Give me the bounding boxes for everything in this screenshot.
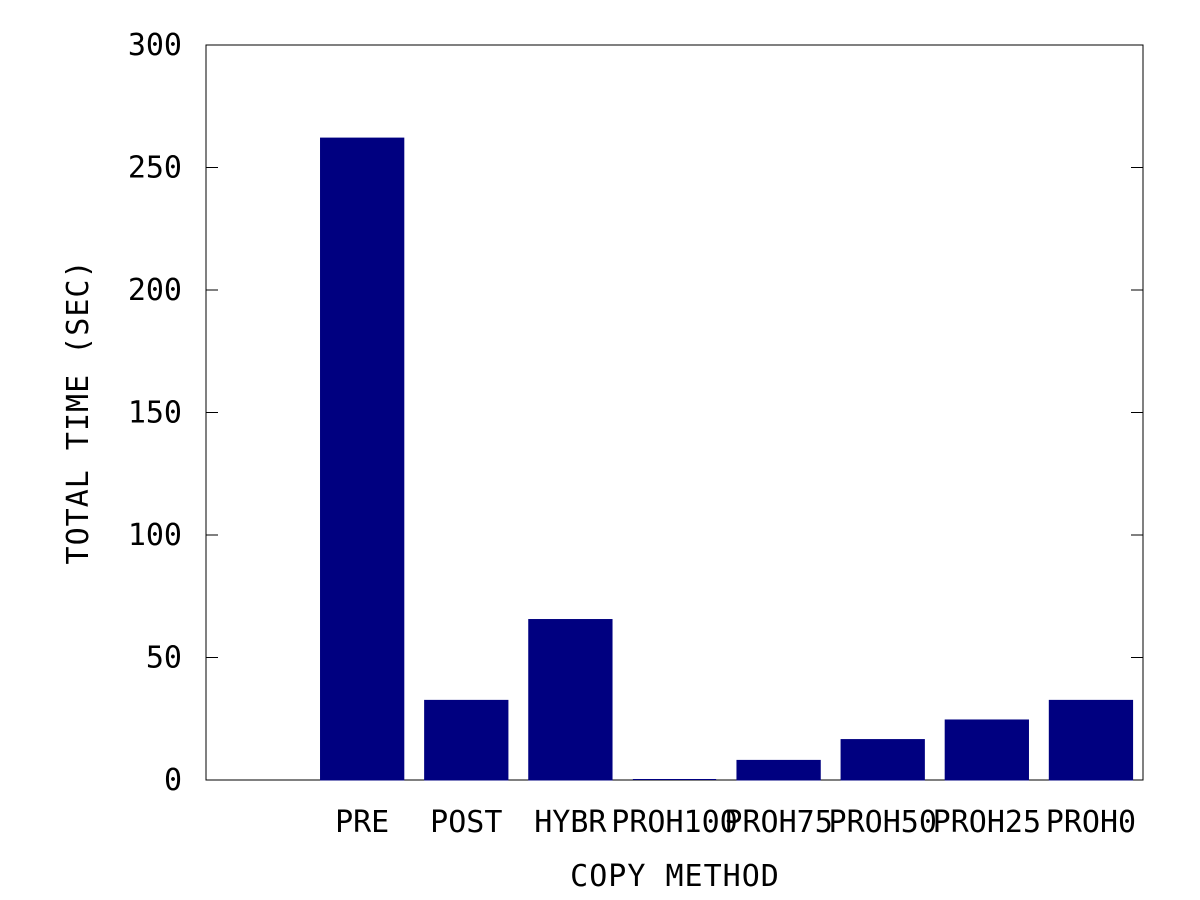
x-tick-label-proh75: PROH75: [724, 805, 832, 840]
x-tick-label-post: POST: [430, 805, 502, 840]
x-tick-label-hybr: HYBR: [534, 805, 607, 840]
x-tick-label-proh0: PROH0: [1046, 805, 1136, 840]
y-tick-label: 300: [128, 28, 182, 63]
bars: [320, 137, 1134, 781]
y-tick-label: 200: [128, 273, 182, 308]
y-tick-label: 100: [128, 518, 182, 553]
bar-proh50: [840, 739, 925, 781]
bar-hybr: [528, 619, 613, 781]
bar-proh75: [736, 759, 821, 781]
x-axis-title: COPY METHOD: [570, 859, 780, 894]
bar-proh0: [1048, 699, 1134, 781]
x-tick-label-proh25: PROH25: [933, 805, 1041, 840]
y-tick-label: 50: [146, 641, 182, 676]
bar-post: [424, 699, 509, 781]
x-tick-label-proh100: PROH100: [611, 805, 737, 840]
bar-proh25: [944, 719, 1029, 781]
y-axis-ticks: 0 50 100 150 200 250 300: [128, 28, 1143, 798]
y-tick-label: 150: [128, 396, 182, 431]
y-tick-label: 0: [164, 763, 182, 798]
bar-pre: [320, 137, 405, 781]
y-axis-title: TOTAL TIME (SEC): [61, 260, 96, 565]
x-tick-label-proh50: PROH50: [829, 805, 937, 840]
x-tick-label-pre: PRE: [335, 805, 389, 840]
y-tick-label: 250: [128, 151, 182, 186]
